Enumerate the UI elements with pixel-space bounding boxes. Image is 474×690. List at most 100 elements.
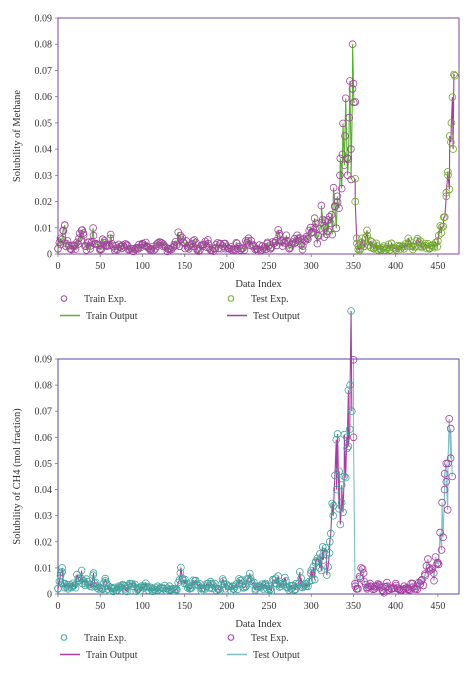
x-tick-label: 150 [177, 601, 192, 612]
train-exp-point [106, 234, 115, 243]
train-exp-point [337, 498, 346, 507]
train-exp-point [346, 381, 354, 389]
train-exp-point [344, 442, 353, 451]
train-exp-point [193, 580, 201, 589]
train-exp-point [56, 240, 65, 249]
test-exp-point [444, 168, 452, 176]
train-exp-point [89, 231, 98, 240]
test-exp-point [351, 175, 360, 183]
legend-label: Test Exp. [251, 633, 289, 644]
train-exp-point [282, 231, 291, 240]
train-exp-point [86, 245, 95, 253]
legend-label: Train Exp. [84, 633, 126, 644]
y-tick-label: 0.09 [35, 14, 53, 25]
legend: Train Exp. Test Exp. Train Output Test Outp… [60, 294, 300, 322]
train-exp-point [304, 235, 312, 244]
train-exp-point [333, 198, 342, 206]
test-exp-point [358, 565, 367, 573]
legend-marker-icon [60, 634, 68, 641]
train-exp-point [270, 239, 278, 248]
train-exp-point [332, 485, 341, 494]
test-exp-point [352, 234, 361, 243]
train-exp-point [67, 583, 76, 592]
test-exp-points [351, 70, 459, 255]
test-exp-point [447, 138, 455, 147]
train-exp-point [106, 230, 115, 239]
train-exp-point [181, 575, 189, 584]
test-exp-point [447, 119, 456, 127]
test-exp-point [443, 505, 452, 514]
train-exp-point [340, 430, 349, 439]
train-exp-point [204, 236, 212, 244]
test-exp-point [380, 588, 388, 597]
train-exp-point [190, 580, 199, 589]
chart-methane-solubility: 0 0.01 0.02 0.03 0.04 0.05 0.06 0.07 0.08 0.09 0 50… [12, 14, 460, 322]
train-exp-point [302, 580, 311, 588]
train-exp-point [278, 237, 287, 245]
train-exp-point [344, 155, 353, 163]
test-exp-point [357, 564, 365, 572]
train-exp-point [349, 79, 358, 88]
x-axis-title: Data Index [235, 619, 282, 630]
y-tick-label: 0.09 [35, 355, 53, 366]
legend-label: Train Output [86, 311, 138, 322]
legend-marker-icon [227, 295, 235, 302]
test-exp-point [419, 581, 428, 590]
train-exp-point [285, 245, 294, 253]
test-exp-point [434, 231, 443, 240]
train-exp-point [90, 579, 99, 588]
test-exp-point [401, 584, 409, 593]
train-exp-point [242, 237, 250, 245]
train-exp-point [319, 556, 327, 564]
train-exp-point [351, 98, 360, 106]
train-exp-point [267, 587, 276, 595]
train-exp-point [337, 184, 346, 193]
test-exp-point [349, 355, 358, 364]
test-exp-point [444, 171, 452, 180]
train-exp-point [70, 241, 78, 250]
test-exp-point [440, 469, 449, 478]
train-output-line [57, 310, 353, 594]
test-exp-point [430, 243, 439, 252]
test-exp-point [446, 424, 455, 433]
test-exp-point [445, 185, 454, 194]
x-tick-label: 350 [346, 601, 361, 612]
train-exp-point [332, 224, 341, 233]
x-tick-label: 0 [56, 601, 61, 612]
train-exp-point [59, 227, 68, 235]
y-tick-label: 0.05 [35, 118, 53, 129]
train-exp-point [347, 145, 355, 153]
legend-label: Train Output [86, 650, 138, 661]
train-exp-point [63, 237, 72, 245]
test-exp-point [356, 245, 365, 253]
train-exp-point [79, 231, 88, 239]
y-tick-label: 0.04 [35, 145, 53, 156]
train-exp-point [210, 245, 219, 253]
train-exp-point [341, 132, 349, 140]
train-exp-point [220, 580, 228, 588]
test-exp-point [428, 564, 437, 573]
train-exp-point [183, 583, 192, 592]
test-exp-point [434, 237, 442, 245]
train-exp-point [148, 242, 157, 251]
x-tick-label: 400 [388, 601, 403, 612]
chart-ch4-solubility: 0 0.01 0.02 0.03 0.04 0.05 0.06 0.07 0.08 0.09 0 50… [12, 307, 460, 661]
train-exp-point [275, 229, 284, 238]
train-exp-point [239, 244, 247, 252]
train-exp-point [185, 242, 193, 251]
y-tick-label: 0.08 [35, 381, 53, 392]
train-exp-point [341, 94, 350, 103]
train-exp-point [163, 247, 172, 256]
train-exp-point [78, 226, 87, 234]
test-exp-point [437, 546, 446, 554]
train-exp-point [299, 582, 308, 590]
x-axis-title: Data Index [235, 279, 282, 290]
train-exp-point [325, 537, 334, 546]
train-exp-point [98, 235, 107, 244]
train-exp-point [282, 577, 290, 585]
train-exp-point [311, 224, 320, 232]
train-exp-point [281, 573, 289, 582]
train-exp-point [348, 40, 357, 48]
train-exp-point [335, 467, 343, 476]
